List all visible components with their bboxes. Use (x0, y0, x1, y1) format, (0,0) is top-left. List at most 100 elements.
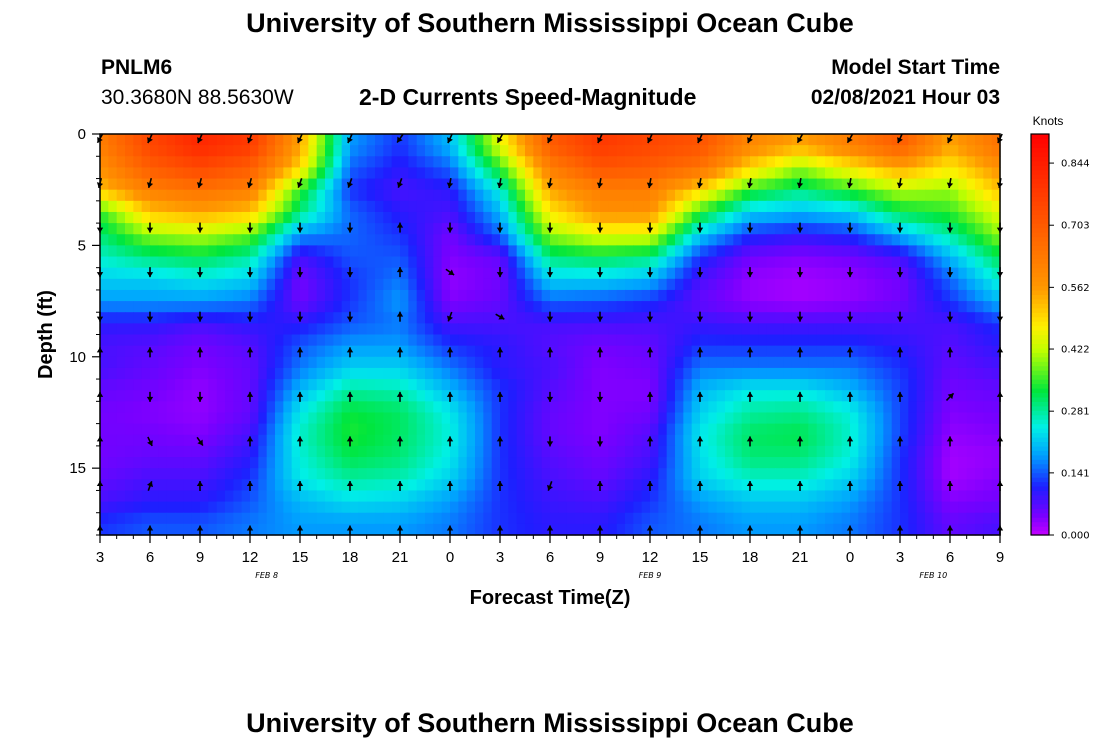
heat-cell (725, 457, 734, 469)
chart-title-top: University of Southern Mississippi Ocean… (246, 8, 854, 38)
heat-cell (983, 301, 993, 313)
arrow-head (147, 440, 153, 446)
heat-cell (800, 468, 809, 480)
heat-cell (125, 312, 134, 324)
current-arrow (246, 177, 254, 189)
heat-cell (725, 501, 734, 514)
heat-cell (116, 323, 126, 336)
heat-cell (866, 523, 876, 536)
current-arrow (896, 177, 904, 189)
heat-cell (666, 367, 676, 380)
arrow-head (346, 272, 354, 278)
heat-cell (341, 523, 351, 536)
heat-cell (541, 267, 551, 280)
current-arrow (296, 347, 304, 358)
heat-cell (558, 145, 568, 157)
heat-cell (766, 434, 776, 447)
heat-cell (233, 178, 243, 191)
heat-cell (375, 512, 384, 525)
heat-cell (125, 211, 134, 224)
heat-cell (191, 234, 201, 246)
heat-cell (375, 278, 384, 291)
arrow-head (596, 182, 604, 188)
heat-cell (691, 423, 701, 436)
heat-cell (491, 445, 501, 458)
heat-cell (300, 134, 309, 146)
heat-cell (683, 468, 693, 480)
heat-cell (916, 178, 926, 191)
heat-cell (558, 200, 568, 213)
heat-cell (733, 312, 743, 324)
heat-cell (350, 267, 359, 280)
heat-cell (675, 234, 684, 246)
arrow-head (796, 480, 804, 486)
heat-cell (700, 523, 709, 536)
heat-cell (633, 479, 643, 492)
heat-cell (575, 401, 584, 414)
heat-cell (100, 189, 109, 202)
heat-cell (150, 412, 159, 425)
heat-cell (975, 301, 984, 313)
heat-cell (258, 211, 268, 224)
heat-cell (658, 445, 668, 458)
heat-cell (458, 457, 468, 469)
heat-cell (516, 189, 526, 202)
heat-cell (641, 189, 651, 202)
heat-cell (300, 189, 309, 202)
heat-cell (316, 401, 326, 414)
heat-cell (575, 434, 584, 447)
heat-cell (908, 523, 918, 536)
heat-cell (575, 267, 584, 280)
heat-cell (100, 323, 109, 336)
heat-cell (216, 401, 226, 414)
heat-cell (700, 479, 709, 492)
heat-cell (933, 356, 943, 369)
heat-cell (875, 289, 884, 302)
heat-cell (808, 401, 818, 414)
heat-cell (583, 256, 593, 269)
heat-cell (308, 412, 318, 425)
heat-cell (208, 223, 218, 235)
heat-cell (100, 345, 109, 358)
heat-cell (783, 356, 793, 369)
heat-cell (291, 479, 301, 492)
heat-cell (725, 345, 734, 358)
heat-cell (650, 334, 659, 347)
heat-cell (983, 501, 993, 514)
heat-cell (450, 234, 459, 246)
heat-cell (591, 334, 601, 347)
arrow-head (646, 347, 654, 353)
heat-cell (308, 423, 318, 436)
current-arrow (296, 311, 304, 322)
heat-cell (591, 412, 601, 425)
current-arrow (296, 267, 304, 278)
heat-cell (375, 390, 384, 402)
colorbar-segment (1031, 530, 1049, 536)
heat-cell (508, 256, 518, 269)
heat-cell (741, 178, 751, 191)
heat-cell (816, 267, 826, 280)
heat-cell (183, 501, 193, 514)
heat-cell (641, 245, 651, 258)
arrow-head (446, 480, 454, 486)
heat-cell (391, 512, 401, 525)
heat-cell (275, 312, 284, 324)
heat-cell (125, 457, 134, 469)
heat-cell (391, 134, 401, 146)
heat-cell (591, 301, 601, 313)
heat-cell (975, 434, 984, 447)
heat-cell (150, 145, 159, 157)
heat-cell (633, 200, 643, 213)
heat-cell (541, 256, 551, 269)
heat-cell (841, 390, 851, 402)
heat-cell (950, 134, 959, 146)
heat-cell (725, 479, 734, 492)
heat-cell (800, 523, 809, 536)
heat-cell (891, 278, 901, 291)
heat-cell (158, 479, 168, 492)
heat-cell (358, 156, 368, 169)
heat-cell (558, 479, 568, 492)
heat-cell (166, 445, 176, 458)
heat-cell (191, 323, 201, 336)
